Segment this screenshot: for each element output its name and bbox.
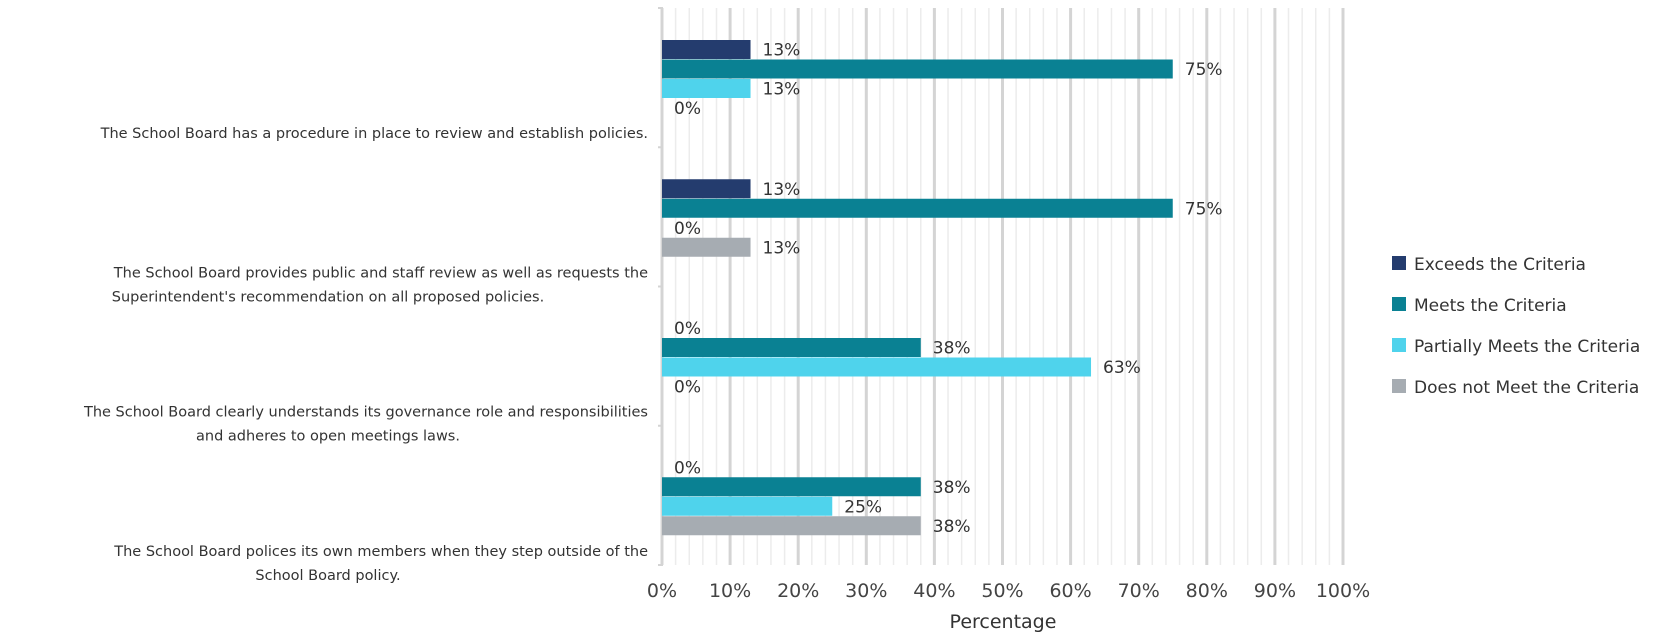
bar xyxy=(662,496,833,516)
x-tick-label: 0% xyxy=(647,580,677,602)
bar xyxy=(662,198,1173,218)
category-label: The School Board has a procedure in plac… xyxy=(100,126,648,142)
legend-swatch xyxy=(1392,379,1406,393)
data-label: 25% xyxy=(844,497,882,517)
data-label: 13% xyxy=(763,41,801,61)
category-label: Superintendent's recommendation on all p… xyxy=(112,289,544,305)
legend-label: Meets the Criteria xyxy=(1414,296,1567,316)
bar xyxy=(662,237,751,257)
category-label: The School Board provides public and sta… xyxy=(113,265,648,281)
data-label: 38% xyxy=(933,339,971,359)
bar xyxy=(662,338,921,357)
bar xyxy=(662,516,921,536)
x-tick-label: 60% xyxy=(1049,580,1091,602)
category-label: School Board policy. xyxy=(255,568,400,584)
x-axis-title: Percentage xyxy=(950,611,1057,633)
legend-label: Does not Meet the Criteria xyxy=(1414,378,1639,398)
data-label: 13% xyxy=(763,180,801,200)
x-tick-label: 40% xyxy=(913,580,955,602)
x-tick-label: 50% xyxy=(981,580,1023,602)
grid-lines xyxy=(658,7,1345,566)
data-label: 13% xyxy=(763,80,801,100)
bar xyxy=(662,179,751,199)
data-label: 0% xyxy=(674,458,701,478)
data-label: 38% xyxy=(933,478,971,498)
legend-label: Exceeds the Criteria xyxy=(1414,255,1586,275)
data-label: 0% xyxy=(674,219,701,239)
legend-swatch xyxy=(1392,297,1406,311)
value-labels: 13% 13% 0% 0% 75% 75% 38% 38% 13% 0% 63% 25% 0% 13% 0%… xyxy=(674,41,1223,537)
bar xyxy=(662,477,921,497)
x-tick-label: 20% xyxy=(777,580,819,602)
legend: Exceeds the Criteria Meets the Criteria Pa… xyxy=(1392,255,1640,398)
x-tick-label: 30% xyxy=(845,580,887,602)
data-label: 13% xyxy=(763,238,801,258)
x-tick-label: 100% xyxy=(1316,580,1370,602)
data-label: 0% xyxy=(674,99,701,119)
data-label: 38% xyxy=(933,517,971,537)
legend-label: Partially Meets the Criteria xyxy=(1414,337,1640,357)
category-label: The School Board clearly understands its… xyxy=(83,405,648,421)
x-tick-label: 10% xyxy=(709,580,751,602)
legend-swatch xyxy=(1392,256,1406,270)
category-label: The School Board polices its own members… xyxy=(113,544,648,560)
bar xyxy=(662,79,751,98)
category-label: and adheres to open meetings laws. xyxy=(196,429,460,445)
x-tick-labels: 0% 10% 20% 30% 40% 50% 60% 70% 80% 90% 100% xyxy=(647,580,1370,602)
data-label: 75% xyxy=(1185,199,1223,219)
x-tick-label: 80% xyxy=(1186,580,1228,602)
bar xyxy=(662,40,751,59)
category-labels: The School Board has a procedure in plac… xyxy=(83,126,648,584)
bars xyxy=(662,40,1173,536)
bar xyxy=(662,59,1173,79)
x-tick-label: 90% xyxy=(1254,580,1296,602)
x-tick-label: 70% xyxy=(1118,580,1160,602)
data-label: 75% xyxy=(1185,60,1223,80)
data-label: 63% xyxy=(1103,358,1141,378)
bar xyxy=(662,357,1092,377)
data-label: 0% xyxy=(674,319,701,339)
legend-swatch xyxy=(1392,338,1406,352)
data-label: 0% xyxy=(674,378,701,398)
